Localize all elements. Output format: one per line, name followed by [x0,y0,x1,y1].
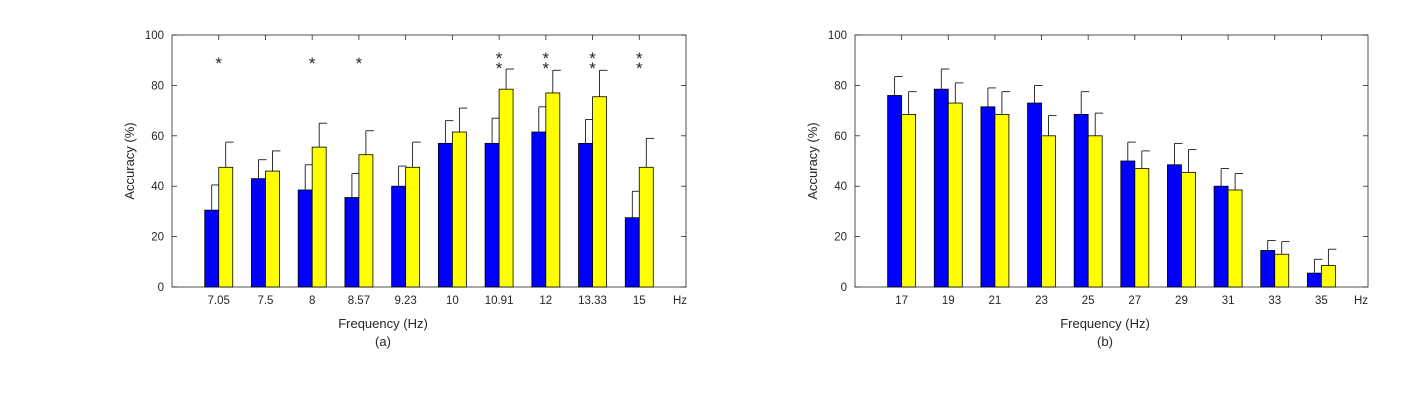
x-tick-label: 13.33 [578,295,607,307]
bar [218,166,234,288]
bar [451,131,467,288]
significance-marker: * [309,54,316,73]
bar [405,166,421,288]
y-tick-label: 20 [834,232,847,244]
y-tick-label: 40 [834,181,847,193]
y-tick-label: 100 [828,30,847,42]
bar [1073,113,1089,288]
bar [1041,135,1056,288]
significance-marker: * [543,59,550,78]
y-tick-label: 60 [151,131,164,143]
significance-marker: * [543,49,550,68]
bar [1306,272,1322,288]
bar [391,185,407,288]
bar [1167,164,1182,288]
y-axis-label: Accuracy (%) [805,122,820,199]
bar [1120,160,1136,288]
chart-panel-b: 0 20 40 60 80 100 17 19 21 23 25 27 29 31 33 35 Hz Freque… [805,30,1369,349]
significance-marker: * [496,49,503,68]
y-tick-label: 0 [841,282,847,294]
bar [1027,102,1042,288]
bar [994,113,1010,288]
significance-marker: * [589,49,596,68]
bar [358,154,374,288]
x-axis-label: Frequency (Hz) [338,316,428,331]
bar [947,102,963,288]
significance-marker: * [636,59,643,78]
x-tick-label: 23 [1035,295,1048,307]
bar [887,95,903,288]
x-axis-label: Frequency (Hz) [1060,316,1150,331]
bar [484,142,500,288]
bar [638,166,654,288]
significance-marker: * [496,59,503,78]
panel-caption: (a) [375,334,391,349]
bar [545,92,561,288]
y-tick-label: 40 [151,181,164,193]
x-tick-label: 7.5 [257,295,273,307]
y-axis-label: Accuracy (%) [122,122,137,199]
bar [1087,135,1103,288]
bar [592,96,607,288]
y-tick-label: 80 [151,80,164,92]
x-axis-unit-label: Hz [1354,295,1368,307]
x-tick-label: 35 [1315,295,1328,307]
x-tick-label: 7.05 [208,295,230,307]
bar [980,106,996,288]
y-tick-label: 0 [158,282,164,294]
bar [204,209,220,288]
chart-panel-a: 0 20 40 60 80 100 7.05 7.5 8 8.57 9.23 10 10.91 12 13.… [122,30,687,349]
plot-area-frame [171,34,687,288]
bar [1227,189,1243,288]
x-tick-label: 10.91 [485,295,514,307]
y-tick-label: 100 [145,30,164,42]
bar [531,131,547,288]
x-tick-label: 15 [633,295,646,307]
x-tick-label: 29 [1175,295,1188,307]
x-tick-label: 27 [1128,295,1141,307]
x-tick-label: 10 [446,295,459,307]
bar [1320,265,1336,288]
x-axis-unit-label: Hz [673,295,687,307]
x-tick-label: 9.23 [394,295,416,307]
bar [1213,185,1229,288]
x-tick-label: 8 [309,295,315,307]
significance-marker: * [215,54,222,73]
bar [1134,168,1150,288]
y-tick-label: 60 [834,131,847,143]
panel-caption: (b) [1097,334,1113,349]
x-tick-label: 31 [1222,295,1235,307]
bar [901,113,917,288]
y-tick-label: 20 [151,232,164,244]
plot-area-frame [854,34,1369,288]
bar [344,197,360,288]
significance-marker: * [589,59,596,78]
x-tick-label: 21 [989,295,1002,307]
bar [265,170,280,288]
bar [578,142,593,288]
bar [1181,171,1196,288]
bar [1274,253,1290,288]
bar [251,178,266,288]
bar [933,88,949,288]
significance-marker: * [356,54,363,73]
y-tick-label: 80 [834,80,847,92]
bar [498,88,514,288]
significance-marker: * [636,49,643,68]
x-tick-label: 12 [539,295,552,307]
x-tick-label: 17 [895,295,908,307]
bar [1260,250,1276,288]
bar [297,189,313,288]
bar [624,217,640,288]
x-tick-label: 25 [1082,295,1095,307]
x-tick-label: 33 [1268,295,1281,307]
bar [437,142,453,288]
x-tick-label: 19 [942,295,955,307]
bar [311,146,327,288]
x-tick-label: 8.57 [348,295,370,307]
